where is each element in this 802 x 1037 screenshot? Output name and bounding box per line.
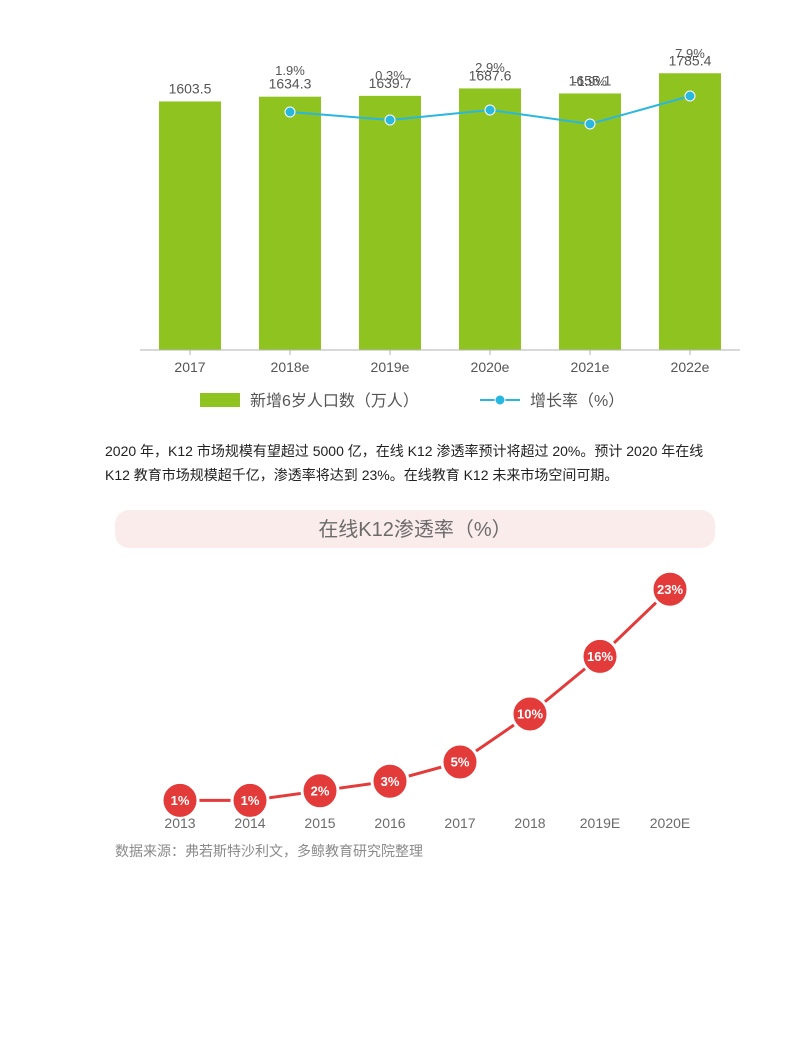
page: 1603.51634.31639.71687.61655.11785.42017… xyxy=(0,0,802,1037)
x-axis-category-label: 2018 xyxy=(514,815,545,831)
x-axis-category-label: 2020e xyxy=(471,359,510,375)
bar xyxy=(259,97,321,350)
penetration-marker-label: 1% xyxy=(241,793,260,808)
penetration-marker-label: 16% xyxy=(587,649,613,664)
x-axis-category-label: 2019e xyxy=(371,359,410,375)
x-axis-category-label: 2017 xyxy=(444,815,475,831)
x-axis-category-label: 2014 xyxy=(234,815,265,831)
x-axis-category-label: 2017 xyxy=(174,359,205,375)
bar-value-label: 1603.5 xyxy=(169,80,212,96)
body-paragraph: 2020 年，K12 市场规模有望超过 5000 亿，在线 K12 渗透率预计将… xyxy=(105,440,705,488)
bar xyxy=(559,93,621,350)
legend-swatch-bar xyxy=(200,393,240,407)
legend-label-bar: 新增6岁人口数（万人） xyxy=(250,392,419,410)
bar-value-label: 1634.3 xyxy=(269,76,312,92)
x-axis-category-label: 2022e xyxy=(671,359,710,375)
growth-rate-label: -1.9% xyxy=(573,74,607,89)
penetration-marker-label: 23% xyxy=(657,582,683,597)
x-axis-category-label: 2018e xyxy=(271,359,310,375)
growth-rate-marker xyxy=(485,105,495,115)
legend-swatch-line-marker xyxy=(495,395,505,405)
penetration-line xyxy=(180,589,670,800)
bar xyxy=(359,96,421,350)
growth-rate-marker xyxy=(285,107,295,117)
growth-rate-marker xyxy=(585,119,595,129)
penetration-marker-label: 2% xyxy=(311,783,330,798)
growth-rate-label: 0.3% xyxy=(375,68,405,83)
population-growth-chart: 1603.51634.31639.71687.61655.11785.42017… xyxy=(140,10,740,420)
legend: 新增6岁人口数（万人） 增长率（%） xyxy=(200,392,624,410)
growth-rate-label: 7.9% xyxy=(675,46,705,61)
x-axis-category-label: 2021e xyxy=(571,359,610,375)
x-axis-category-label: 2013 xyxy=(164,815,195,831)
x-axis-category-label: 2016 xyxy=(374,815,405,831)
data-source: 数据来源：弗若斯特沙利文，多鲸教育研究院整理 xyxy=(115,843,423,859)
bar xyxy=(159,101,221,350)
x-axis-category-label: 2020E xyxy=(650,815,690,831)
growth-rate-marker xyxy=(685,91,695,101)
bar xyxy=(459,88,521,350)
legend-label-line: 增长率（%） xyxy=(530,392,624,410)
growth-rate-label: 1.9% xyxy=(275,63,305,78)
growth-rate-label: 2.9% xyxy=(475,60,505,75)
growth-rate-marker xyxy=(385,115,395,125)
k12-penetration-chart: 在线K12渗透率（%） 1% 1% 2% 3% 5% 10% 16% 23% 2013 2014 20… xyxy=(115,510,715,870)
bar xyxy=(659,73,721,350)
penetration-marker-label: 5% xyxy=(451,755,470,770)
penetration-marker-label: 10% xyxy=(517,707,543,722)
x-axis-category-label: 2019E xyxy=(580,815,620,831)
chart-title: 在线K12渗透率（%） xyxy=(318,518,511,541)
x-axis-category-label: 2015 xyxy=(304,815,335,831)
penetration-marker-label: 3% xyxy=(381,774,400,789)
penetration-marker-label: 1% xyxy=(171,793,190,808)
